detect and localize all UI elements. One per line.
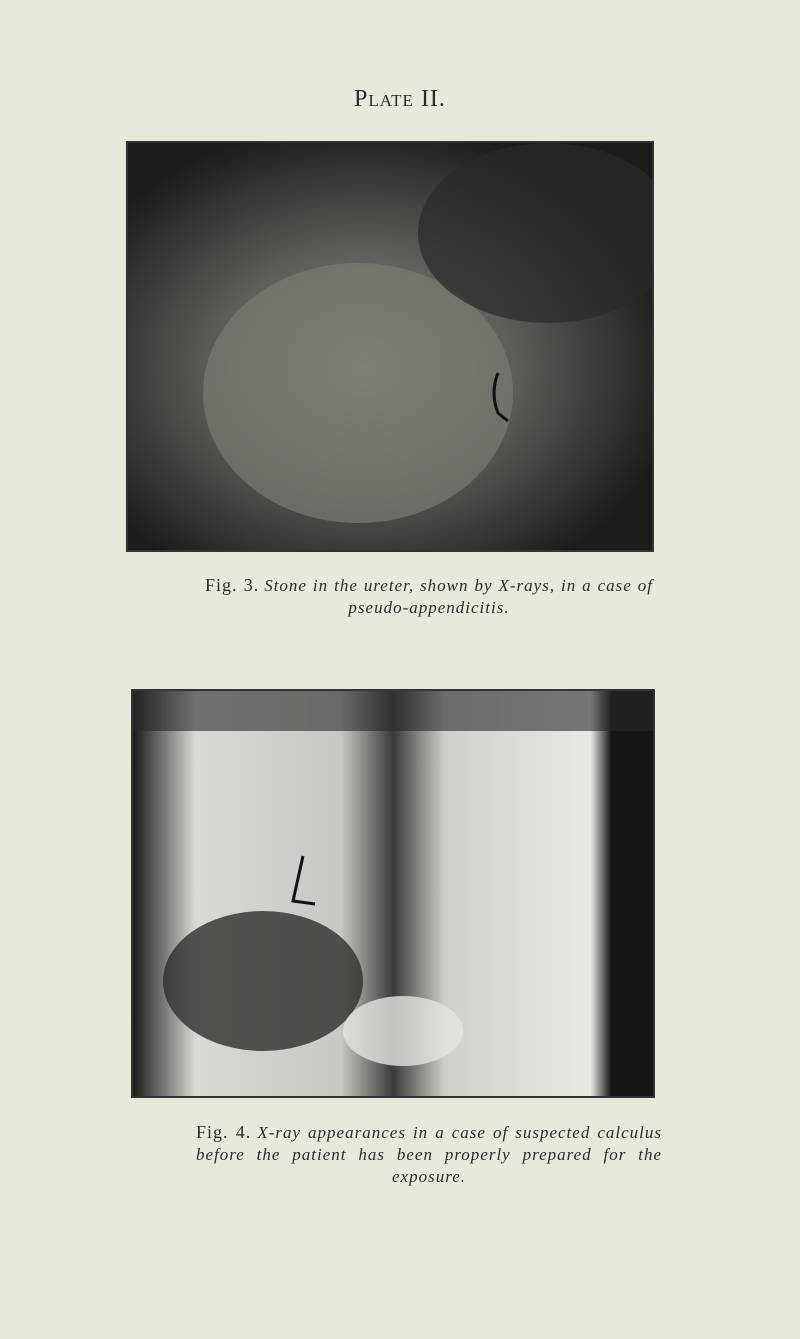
xray-picture bbox=[133, 691, 653, 1096]
figure-caption: Fig. 3. Stone in the ureter, shown by X-… bbox=[205, 574, 653, 619]
figure-label: Fig. 3. bbox=[205, 575, 260, 595]
xray-image bbox=[126, 141, 654, 552]
figure-label: Fig. 4. bbox=[196, 1122, 252, 1142]
caption-text: Stone in the ureter, shown by X-rays, in… bbox=[264, 576, 654, 617]
xray-picture bbox=[128, 143, 652, 550]
caption-text: X-ray appearances in a case of suspected… bbox=[196, 1123, 662, 1186]
xray-image bbox=[131, 689, 655, 1098]
plate-title: Plate II. bbox=[354, 86, 446, 112]
figure-caption: Fig. 4. X-ray appearances in a case of s… bbox=[196, 1121, 662, 1188]
